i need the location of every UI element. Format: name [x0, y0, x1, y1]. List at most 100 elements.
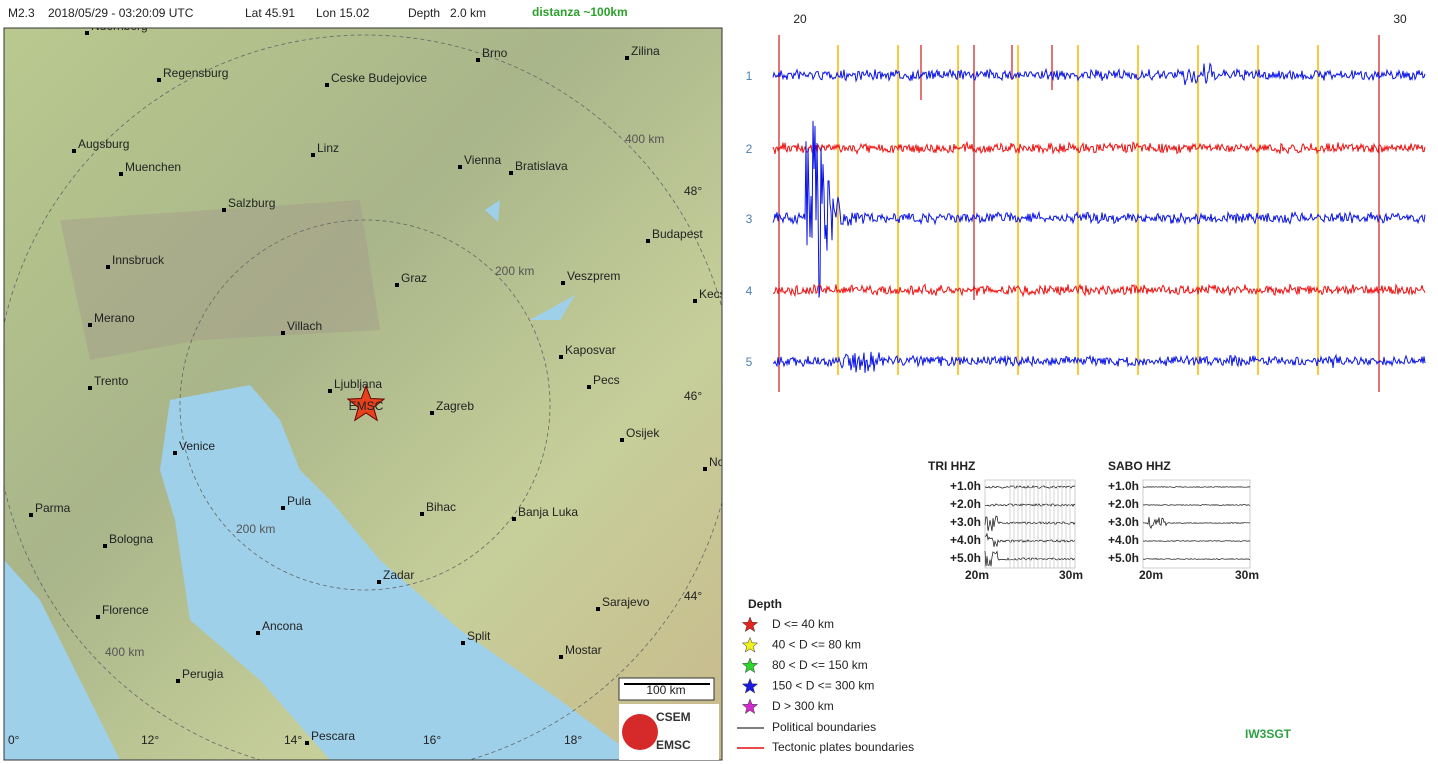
lon: Lon 15.02: [316, 6, 370, 20]
city-dot: [458, 165, 462, 169]
city-dot: [72, 149, 76, 153]
city-label: Innsbruck: [112, 253, 165, 267]
city-label: Ljubljana: [334, 377, 382, 391]
legend-star: [741, 636, 759, 653]
lakes: [485, 200, 575, 320]
legend-item: 80 < D <= 150 km: [772, 658, 868, 672]
city-dot: [559, 355, 563, 359]
city-dot: [509, 171, 513, 175]
helicorder-row: +1.0h: [950, 479, 981, 493]
lon-label: 18°: [564, 733, 582, 747]
helicorder-row: +3.0h: [950, 515, 981, 529]
city-dot: [281, 506, 285, 510]
helicorder-row: +1.0h: [1108, 479, 1139, 493]
city-dot: [88, 386, 92, 390]
depth: Depth 2.0 km: [408, 6, 486, 20]
city-label: Veszprem: [567, 269, 620, 283]
city-dot: [85, 31, 89, 35]
city-label: Trento: [94, 374, 129, 388]
ring-label: 400 km: [625, 132, 664, 146]
trace-number: 2: [746, 142, 753, 156]
city-label: Regensburg: [163, 66, 228, 80]
city-label: Zadar: [383, 568, 414, 582]
helicorder-trace: [1142, 516, 1251, 530]
city-label: Perugia: [182, 667, 224, 681]
city-label: Zagreb: [436, 399, 474, 413]
city-label: Muenchen: [125, 160, 181, 174]
helicorder-title: TRI HHZ: [928, 459, 975, 473]
helicorder-row: +2.0h: [1108, 497, 1139, 511]
city-label: Augsburg: [78, 137, 129, 151]
city-label: Kaposvar: [565, 343, 616, 357]
city-label: Mostar: [565, 643, 602, 657]
city-dot: [430, 411, 434, 415]
city-dot: [596, 607, 600, 611]
city-label: Zilina: [631, 44, 660, 58]
city-dot: [476, 58, 480, 62]
city-label: Nov: [709, 455, 730, 469]
lon-label: 0°: [8, 733, 20, 747]
city-dot: [703, 467, 707, 471]
helicorder-row: +2.0h: [950, 497, 981, 511]
city-label: Nuernberg: [91, 19, 148, 33]
epicenter-label: EMSC: [349, 399, 384, 413]
city-dot: [587, 385, 591, 389]
city-dot: [103, 544, 107, 548]
city-label: Linz: [317, 141, 339, 155]
city-dot: [420, 512, 424, 516]
city-dot: [646, 239, 650, 243]
city-label: Florence: [102, 603, 149, 617]
helicorder-trace: [1142, 558, 1251, 560]
legend-boundary: Political boundaries: [772, 720, 876, 734]
legend-star: [741, 616, 759, 633]
logo-globe: [622, 714, 658, 750]
time-label: 30: [1393, 12, 1407, 26]
callsign: IW3SGT: [1245, 727, 1292, 741]
trace: [772, 351, 1426, 373]
logo-csem: CSEM: [656, 710, 691, 724]
city-label: Pula: [287, 494, 311, 508]
lon-label: 14°: [284, 733, 302, 747]
helicorder-x-label: 20m: [965, 568, 989, 582]
helicorder-frame: [1142, 479, 1251, 569]
city-label: Pecs: [593, 373, 620, 387]
city-dot: [96, 615, 100, 619]
trace: [772, 120, 1426, 298]
helicorder-trace: [1142, 540, 1251, 542]
trace-number: 4: [746, 284, 753, 298]
map-frame: [3, 27, 723, 761]
legend-title: Depth: [748, 597, 782, 611]
lon-label: 12°: [141, 733, 159, 747]
city-dot: [325, 83, 329, 87]
city-dot: [222, 208, 226, 212]
helicorder-x-label: 30m: [1059, 568, 1083, 582]
time-label: 20: [793, 12, 807, 26]
trace-number: 1: [746, 69, 753, 83]
city-label: Ancona: [262, 619, 303, 633]
city-dot: [173, 451, 177, 455]
ring-200: [179, 219, 551, 591]
legend-item: 150 < D <= 300 km: [772, 679, 874, 693]
city-dot: [620, 438, 624, 442]
city-label: Osijek: [626, 426, 660, 440]
legend-star: [741, 657, 759, 674]
city-dot: [461, 641, 465, 645]
city-label: Vienna: [464, 153, 501, 167]
helicorder-row: +4.0h: [950, 533, 981, 547]
city-dot: [106, 265, 110, 269]
scale-label: 100 km: [646, 683, 685, 697]
trace-number: 5: [746, 355, 753, 369]
city-dot: [559, 655, 563, 659]
legend-star: [741, 677, 759, 694]
city-dot: [311, 153, 315, 157]
epicenter-star: [346, 384, 386, 422]
city-label: Banja Luka: [518, 505, 578, 519]
legend-star: [741, 698, 759, 715]
city-label: Brno: [482, 46, 508, 60]
city-dot: [561, 281, 565, 285]
city-dot: [157, 78, 161, 82]
city-label: Parma: [35, 501, 71, 515]
legend-item: D > 300 km: [772, 699, 834, 713]
logo-emsc: EMSC: [656, 738, 691, 752]
